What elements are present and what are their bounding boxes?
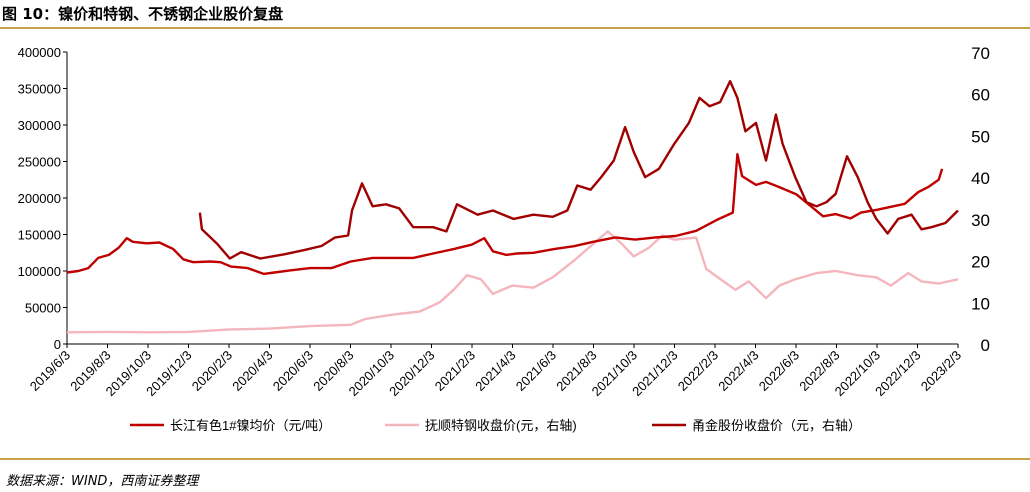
series-line-1 (66, 230, 959, 334)
x-tick-label: 2022/6/3 (756, 348, 802, 394)
left-tick-label: 0 (54, 337, 61, 352)
left-tick-label: 350000 (18, 82, 61, 97)
figure-title: 图 10：镍价和特钢、不锈钢企业股价复盘 (2, 5, 284, 23)
left-tick-label: 100000 (18, 264, 61, 279)
left-tick-label: 400000 (18, 45, 61, 60)
x-tick-label: 2020/4/3 (229, 348, 275, 394)
right-tick-label: 30 (971, 211, 990, 230)
x-tick-label: 2020/6/3 (270, 348, 316, 394)
right-tick-label: 50 (971, 127, 990, 146)
x-tick-label: 2019/6/3 (27, 348, 73, 394)
left-tick-label: 200000 (18, 191, 61, 206)
legend-label-1: 抚顺特钢收盘价(元，右轴) (425, 418, 577, 433)
series-line-0 (66, 153, 944, 276)
chart-axes: 0 50000 100000 150000 200000 250000 300000 3500… (18, 44, 990, 399)
legend-label-0: 长江有色1#镍均价（元/吨） (170, 418, 331, 433)
left-tick-label: 50000 (25, 301, 61, 316)
top-rule (0, 27, 1030, 29)
x-tick-label: 2021/4/3 (472, 348, 518, 394)
left-tick-label: 300000 (18, 118, 61, 133)
right-tick-label: 60 (971, 86, 990, 105)
right-tick-label: 70 (971, 44, 990, 63)
chart-legend: 长江有色1#镍均价（元/吨） 抚顺特钢收盘价(元，右轴) 甬金股份收盘价（元，右轴） (130, 418, 861, 433)
x-tick-label: 2021/6/3 (513, 348, 559, 394)
right-tick-label: 40 (971, 169, 990, 188)
x-tick-label: 2021/2/3 (432, 348, 478, 394)
x-tick-label: 2023/2/3 (918, 348, 964, 394)
series-layer (66, 80, 959, 334)
line-chart: 0 50000 100000 150000 200000 250000 300000 3500… (18, 44, 990, 433)
x-tick-label: 2022/2/3 (675, 348, 721, 394)
left-tick-label: 150000 (18, 228, 61, 243)
legend-label-2: 甬金股份收盘价（元，右轴） (692, 418, 861, 433)
x-tick-label: 2022/4/3 (715, 348, 761, 394)
right-tick-label: 10 (971, 294, 990, 313)
right-tick-label: 0 (981, 336, 990, 355)
bottom-rule (0, 458, 1030, 460)
series-line-2 (198, 80, 959, 260)
right-tick-label: 20 (971, 253, 990, 272)
left-tick-label: 250000 (18, 155, 61, 170)
x-tick-label: 2020/2/3 (189, 348, 235, 394)
source-note: 数据来源：WIND，西南证券整理 (6, 474, 199, 489)
